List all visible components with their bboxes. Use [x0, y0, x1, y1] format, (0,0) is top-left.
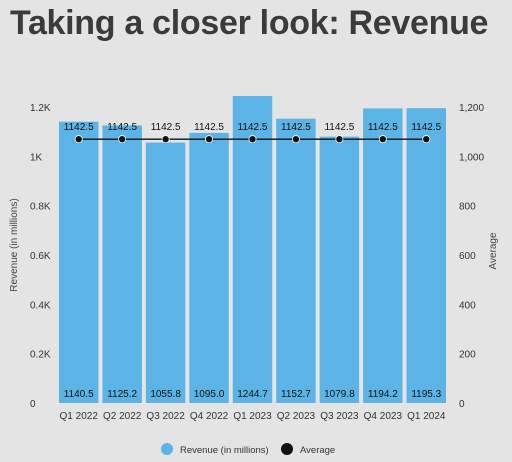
- average-point: [335, 135, 344, 144]
- bar-value-label: 1244.7: [237, 389, 268, 400]
- average-point: [74, 135, 83, 144]
- y-tick-label: 0.8K: [30, 202, 51, 213]
- average-value-label: 1142.5: [411, 122, 441, 133]
- y-right-tick-label: 1,200: [459, 103, 484, 114]
- y-tick-label: 1.2K: [30, 103, 51, 114]
- average-point: [422, 135, 431, 144]
- x-tick-label: Q3 2022: [146, 411, 185, 422]
- bar-value-label: 1055.8: [150, 389, 181, 400]
- x-tick-label: Q2 2023: [277, 411, 316, 422]
- page-title: Taking a closer look: Revenue: [10, 4, 489, 42]
- y-right-tick-label: 600: [459, 251, 476, 262]
- legend-revenue-marker: [161, 443, 173, 455]
- bars-layer: [59, 95, 446, 404]
- average-value-label: 1142.5: [368, 122, 398, 133]
- y-right-tick-label: 800: [459, 202, 476, 213]
- x-tick-label: Q4 2023: [364, 411, 403, 422]
- bar-value-label: 1194.2: [368, 389, 398, 400]
- average-point: [378, 135, 387, 144]
- bar-q1-2023: [232, 95, 273, 403]
- bar-value-label: 1095.0: [194, 389, 225, 400]
- y-tick-label: 0.4K: [30, 300, 51, 311]
- average-point: [291, 135, 300, 144]
- legend-revenue-label: Revenue (in millions): [180, 445, 269, 456]
- bar-q3-2023: [319, 136, 360, 403]
- x-tick-label: Q1 2023: [233, 411, 272, 422]
- legend-average-label: Average: [300, 445, 335, 456]
- axes-layer: 0 0.2K 0.4K 0.6K 0.8K 1K 1.2K 0 200 400 600 800 1,00…: [9, 103, 499, 422]
- average-value-label: 1142.5: [151, 122, 181, 133]
- bar-q1-2024: [406, 108, 446, 403]
- average-point: [205, 135, 214, 144]
- average-value-label: 1142.5: [238, 122, 268, 133]
- y-right-tick-label: 0: [459, 399, 465, 410]
- x-tick-label: Q1 2022: [60, 411, 99, 422]
- y-right-tick-label: 1,000: [459, 152, 484, 163]
- labels-layer: 1140.5 1125.2 1055.8 1095.0 1244.7 1152.7 1079…: [64, 122, 442, 400]
- x-tick-label: Q3 2023: [320, 411, 359, 422]
- average-value-label: 1142.5: [194, 122, 224, 133]
- bar-q1-2022: [59, 121, 99, 403]
- bar-value-label: 1195.3: [411, 389, 441, 400]
- average-value-label: 1142.5: [324, 122, 354, 133]
- y-right-tick-label: 400: [459, 300, 476, 311]
- average-point: [161, 135, 170, 144]
- average-value-label: 1142.5: [281, 122, 311, 133]
- average-line-layer: [74, 135, 431, 144]
- bar-value-label: 1125.2: [107, 389, 137, 400]
- average-point: [118, 135, 127, 144]
- bar-value-label: 1140.5: [64, 389, 94, 400]
- y-tick-label: 0: [30, 399, 36, 410]
- bar-q2-2022: [102, 125, 142, 403]
- bar-value-label: 1152.7: [281, 389, 311, 400]
- bar-q4-2022: [189, 132, 229, 403]
- average-value-label: 1142.5: [64, 122, 94, 133]
- y-tick-label: 1K: [30, 152, 43, 163]
- legend-average-marker: [281, 443, 293, 455]
- y-axis-title: Revenue (in millions): [9, 198, 20, 291]
- bar-value-label: 1079.8: [324, 389, 355, 400]
- y-tick-label: 0.2K: [30, 350, 51, 361]
- average-point: [248, 135, 257, 144]
- x-tick-label: Q4 2022: [190, 411, 229, 422]
- average-value-label: 1142.5: [107, 122, 137, 133]
- x-tick-label: Q2 2022: [103, 411, 142, 422]
- y-right-axis-title: Average: [488, 232, 499, 270]
- bar-q4-2023: [363, 108, 403, 403]
- x-tick-label: Q1 2024: [407, 411, 446, 422]
- bar-q2-2023: [276, 118, 316, 404]
- y-right-tick-label: 200: [459, 350, 476, 361]
- y-tick-label: 0.6K: [30, 251, 51, 262]
- legend: Revenue (in millions) Average: [161, 443, 335, 456]
- bar-q3-2022: [145, 142, 186, 403]
